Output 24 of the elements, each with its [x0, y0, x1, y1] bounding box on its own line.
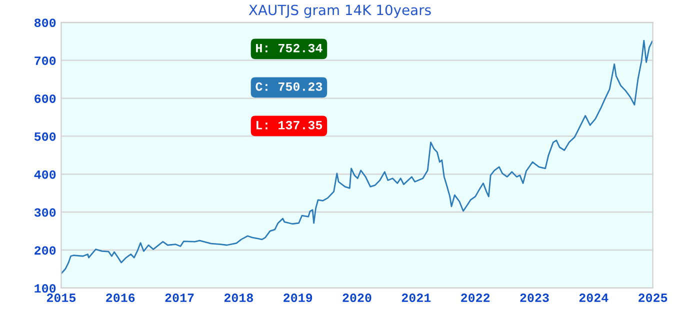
y-tick-label: 500 [34, 132, 56, 141]
annotation: L: 137.35 [256, 120, 322, 130]
x-tick-label: 2017 [165, 294, 194, 302]
y-tick-label: 600 [34, 94, 56, 103]
x-tick-label: 2023 [520, 294, 549, 302]
y-tick-label: 300 [34, 208, 56, 217]
annotation: C: 750.23 [256, 82, 322, 91]
x-tick-label: 2022 [461, 294, 490, 302]
y-tick-label: 400 [34, 170, 56, 179]
x-tick-label: 2016 [106, 294, 135, 302]
x-tick-label: 2018 [224, 294, 254, 302]
line-series [61, 40, 653, 274]
y-tick-label: 100 [34, 284, 56, 293]
y-tick-label: 800 [34, 18, 56, 28]
x-tick-label: 2025 [638, 294, 668, 302]
annotation: H: 752.34 [256, 44, 322, 52]
y-tick-label: 700 [34, 56, 56, 65]
x-tick-label: 2021 [402, 294, 431, 302]
y-tick-label: 200 [34, 246, 56, 255]
x-tick-label: 2024 [579, 294, 608, 302]
x-tick-label: 2020 [342, 294, 372, 302]
chart-title: XAUTJS gram 14K 10years [248, 4, 431, 18]
x-tick-label: 2019 [284, 294, 312, 302]
x-tick-label: 2015 [46, 294, 76, 302]
